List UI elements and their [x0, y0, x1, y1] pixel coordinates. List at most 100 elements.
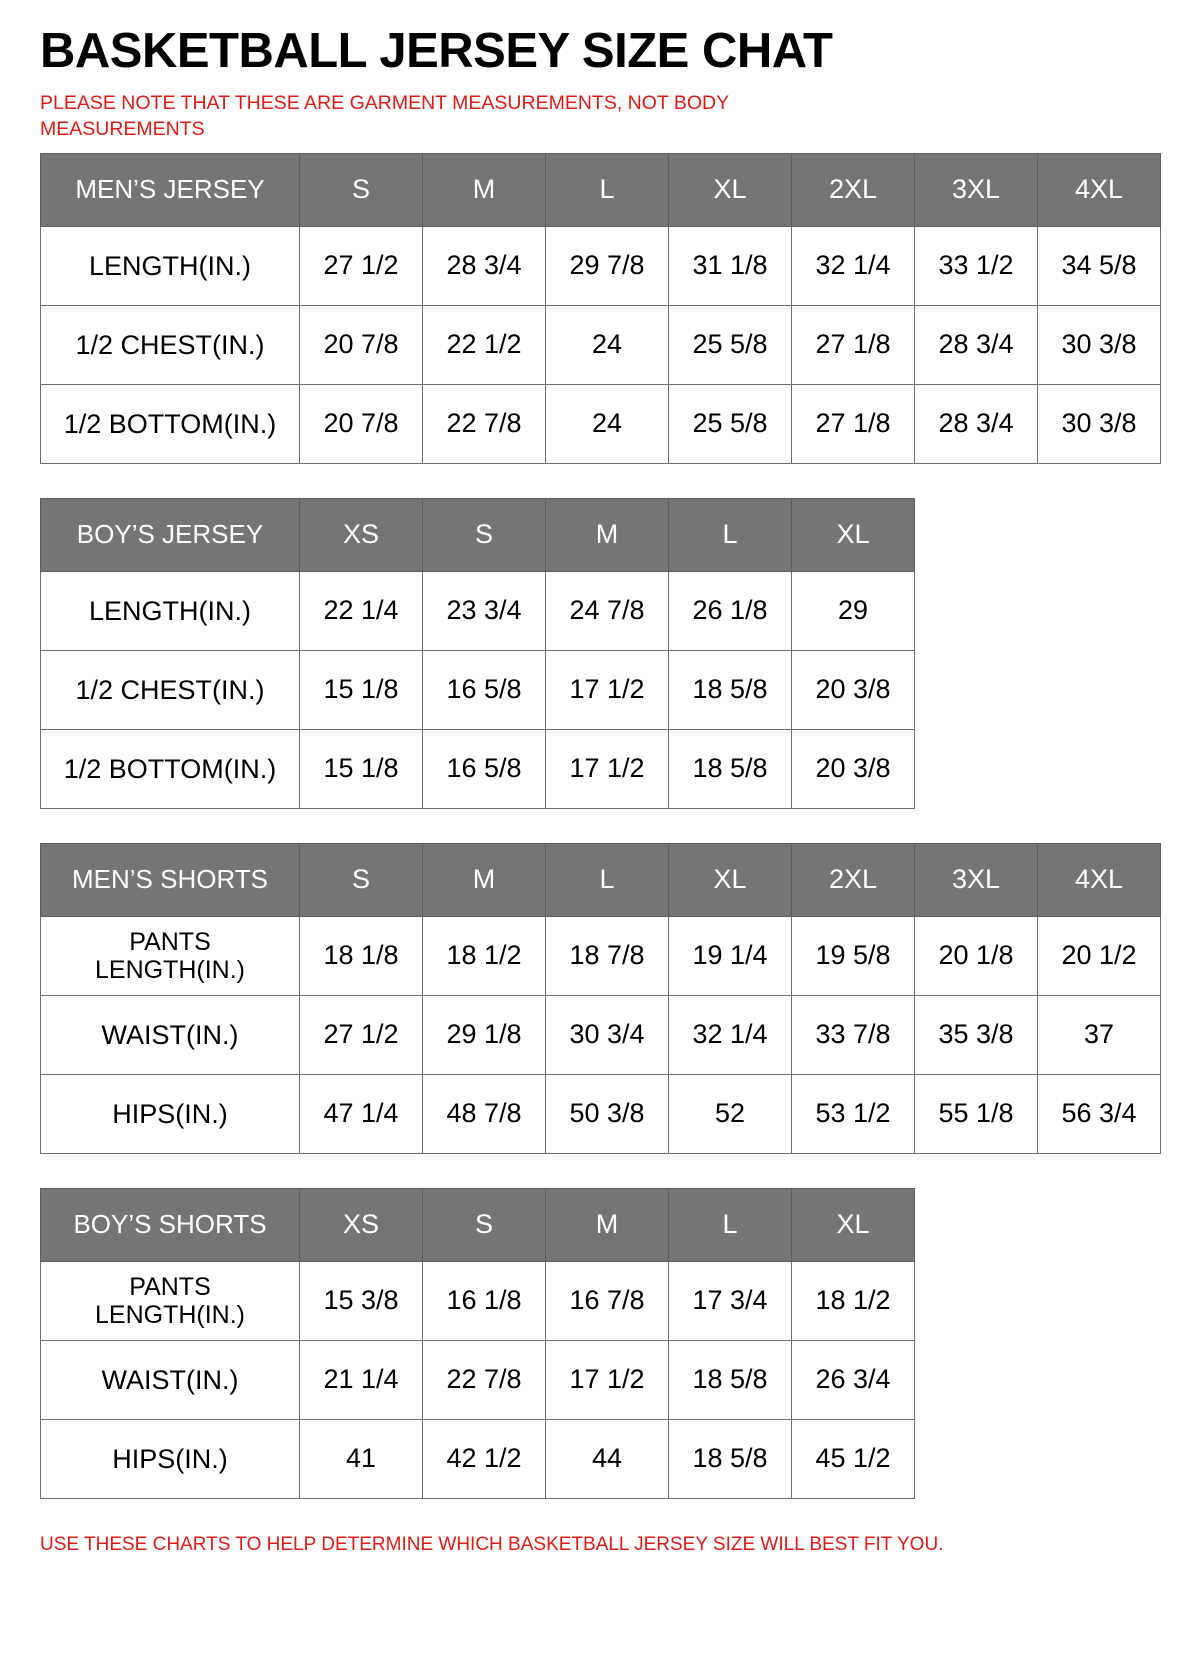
- cell: 31 1/8: [668, 225, 792, 306]
- cell: 27 1/8: [791, 383, 915, 464]
- cell: 24: [545, 383, 669, 464]
- page-title: BASKETBALL JERSEY SIZE CHAT: [40, 24, 833, 78]
- cell: 27 1/8: [791, 304, 915, 385]
- cell: 56 3/4: [1037, 1073, 1161, 1154]
- boys-jersey-corner-label: BOY’S JERSEY: [40, 497, 300, 572]
- boys-jersey-col-xl: XL: [791, 497, 915, 572]
- mens-shorts-corner-label: MEN’S SHORTS: [40, 842, 300, 917]
- boys-jersey-col-m: M: [545, 497, 669, 572]
- cell: 27 1/2: [299, 994, 423, 1075]
- table-row: 1/2 CHEST(IN.) 20 7/8 22 1/2 24 25 5/8 2…: [40, 304, 1161, 385]
- cell: 30 3/8: [1037, 304, 1161, 385]
- boys-shorts-col-m: M: [545, 1187, 669, 1262]
- cell: 35 3/8: [914, 994, 1038, 1075]
- row-label: HIPS(IN.): [40, 1418, 300, 1499]
- table-row: WAIST(IN.) 21 1/4 22 7/8 17 1/2 18 5/8 2…: [40, 1339, 915, 1420]
- cell: 17 1/2: [545, 728, 669, 809]
- cell: 42 1/2: [422, 1418, 546, 1499]
- cell: 17 3/4: [668, 1260, 792, 1341]
- cell: 32 1/4: [791, 225, 915, 306]
- cell: 48 7/8: [422, 1073, 546, 1154]
- cell: 30 3/8: [1037, 383, 1161, 464]
- cell: 45 1/2: [791, 1418, 915, 1499]
- cell: 19 1/4: [668, 915, 792, 996]
- table-row: LENGTH(IN.) 22 1/4 23 3/4 24 7/8 26 1/8 …: [40, 570, 915, 651]
- row-label: WAIST(IN.): [40, 994, 300, 1075]
- table-row: LENGTH(IN.) 27 1/2 28 3/4 29 7/8 31 1/8 …: [40, 225, 1161, 306]
- table-row: HIPS(IN.) 41 42 1/2 44 18 5/8 45 1/2: [40, 1418, 915, 1499]
- cell: 22 7/8: [422, 383, 546, 464]
- table-header-row: BOY’S SHORTS XS S M L XL: [40, 1187, 915, 1262]
- size-chart-page: BASKETBALL JERSEY SIZE CHAT PLEASE NOTE …: [40, 24, 1161, 1555]
- mens-jersey-col-s: S: [299, 152, 423, 227]
- cell: 22 1/4: [299, 570, 423, 651]
- cell: 19 5/8: [791, 915, 915, 996]
- row-label: 1/2 CHEST(IN.): [40, 649, 300, 730]
- cell: 24: [545, 304, 669, 385]
- mens-jersey-col-l: L: [545, 152, 669, 227]
- cell: 25 5/8: [668, 304, 792, 385]
- table-row: PANTS LENGTH(IN.) 15 3/8 16 1/8 16 7/8 17…: [40, 1260, 915, 1341]
- cell: 44: [545, 1418, 669, 1499]
- table-header-row: MEN’S SHORTS S M L XL 2XL 3XL 4XL: [40, 842, 1161, 917]
- cell: 55 1/8: [914, 1073, 1038, 1154]
- cell: 52: [668, 1073, 792, 1154]
- cell: 20 7/8: [299, 383, 423, 464]
- table-row: WAIST(IN.) 27 1/2 29 1/8 30 3/4 32 1/4 3…: [40, 994, 1161, 1075]
- cell: 20 7/8: [299, 304, 423, 385]
- cell: 20 1/2: [1037, 915, 1161, 996]
- boys-shorts-col-xs: XS: [299, 1187, 423, 1262]
- mens-shorts-table: MEN’S SHORTS S M L XL 2XL 3XL 4XL PANTS L…: [40, 842, 1161, 1154]
- row-label: LENGTH(IN.): [40, 225, 300, 306]
- cell: 15 1/8: [299, 649, 423, 730]
- cell: 47 1/4: [299, 1073, 423, 1154]
- cell: 25 5/8: [668, 383, 792, 464]
- cell: 20 1/8: [914, 915, 1038, 996]
- row-label-line1: PANTS: [129, 1272, 211, 1301]
- cell: 16 7/8: [545, 1260, 669, 1341]
- row-label: WAIST(IN.): [40, 1339, 300, 1420]
- row-label: 1/2 CHEST(IN.): [40, 304, 300, 385]
- cell: 41: [299, 1418, 423, 1499]
- cell: 15 1/8: [299, 728, 423, 809]
- mens-shorts-col-m: M: [422, 842, 546, 917]
- cell: 22 7/8: [422, 1339, 546, 1420]
- cell: 15 3/8: [299, 1260, 423, 1341]
- mens-shorts-col-2xl: 2XL: [791, 842, 915, 917]
- cell: 53 1/2: [791, 1073, 915, 1154]
- row-label: 1/2 BOTTOM(IN.): [40, 728, 300, 809]
- cell: 27 1/2: [299, 225, 423, 306]
- mens-jersey-col-2xl: 2XL: [791, 152, 915, 227]
- footer-note: USE THESE CHARTS TO HELP DETERMINE WHICH…: [40, 1533, 944, 1555]
- cell: 18 5/8: [668, 1418, 792, 1499]
- row-label-line1: PANTS: [129, 927, 211, 956]
- mens-jersey-corner-label: MEN’S JERSEY: [40, 152, 300, 227]
- table-header-row: BOY’S JERSEY XS S M L XL: [40, 497, 915, 572]
- row-label-line2: LENGTH(IN.): [95, 1300, 245, 1329]
- cell: 22 1/2: [422, 304, 546, 385]
- table-row: 1/2 BOTTOM(IN.) 20 7/8 22 7/8 24 25 5/8 …: [40, 383, 1161, 464]
- cell: 32 1/4: [668, 994, 792, 1075]
- mens-jersey-table: MEN’S JERSEY S M L XL 2XL 3XL 4XL LENGTH…: [40, 152, 1161, 464]
- cell: 16 5/8: [422, 728, 546, 809]
- cell: 16 1/8: [422, 1260, 546, 1341]
- cell: 18 5/8: [668, 1339, 792, 1420]
- mens-shorts-col-4xl: 4XL: [1037, 842, 1161, 917]
- row-label: LENGTH(IN.): [40, 570, 300, 651]
- cell: 16 5/8: [422, 649, 546, 730]
- cell: 28 3/4: [422, 225, 546, 306]
- boys-jersey-table: BOY’S JERSEY XS S M L XL LENGTH(IN.) 22 …: [40, 497, 915, 809]
- cell: 33 1/2: [914, 225, 1038, 306]
- cell: 50 3/8: [545, 1073, 669, 1154]
- cell: 26 1/8: [668, 570, 792, 651]
- cell: 30 3/4: [545, 994, 669, 1075]
- row-label: PANTS LENGTH(IN.): [40, 1260, 300, 1341]
- mens-shorts-col-xl: XL: [668, 842, 792, 917]
- boys-shorts-col-s: S: [422, 1187, 546, 1262]
- cell: 18 5/8: [668, 728, 792, 809]
- row-label: HIPS(IN.): [40, 1073, 300, 1154]
- cell: 18 7/8: [545, 915, 669, 996]
- mens-jersey-col-m: M: [422, 152, 546, 227]
- mens-jersey-col-3xl: 3XL: [914, 152, 1038, 227]
- cell: 18 1/2: [791, 1260, 915, 1341]
